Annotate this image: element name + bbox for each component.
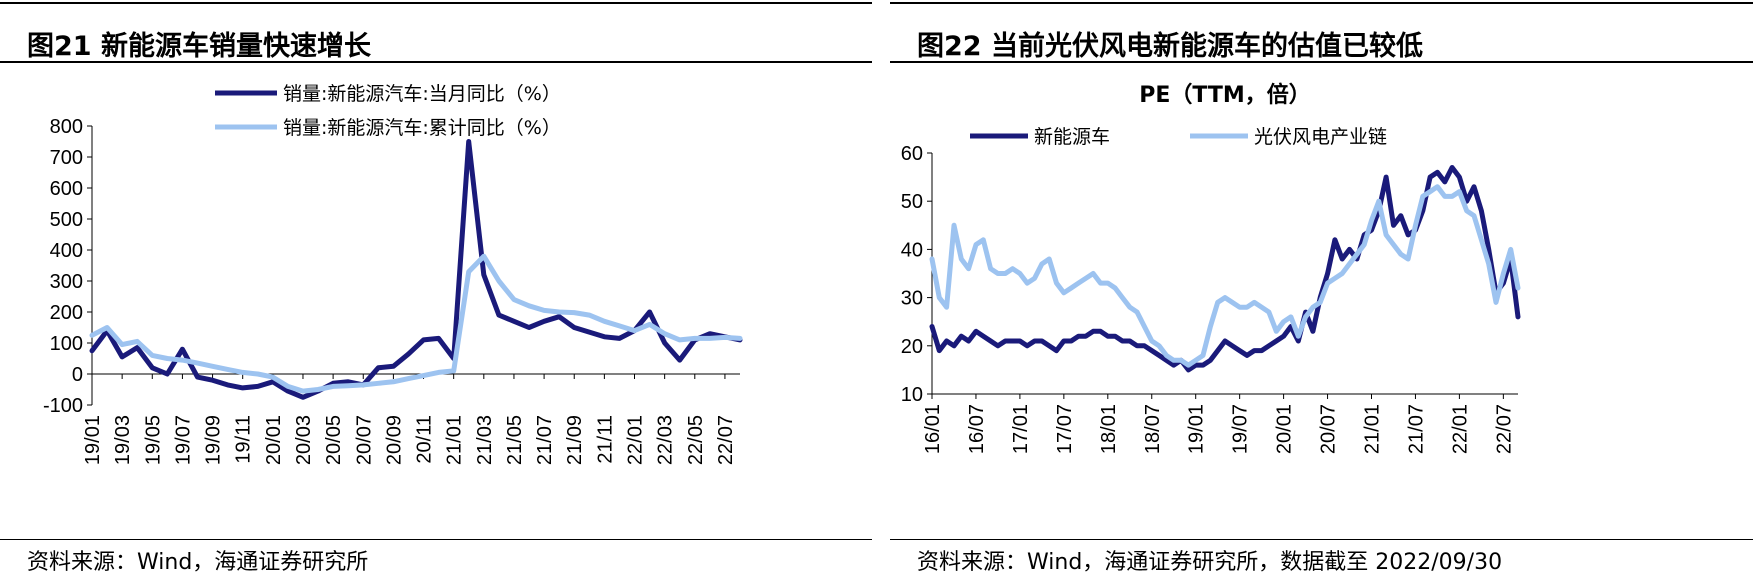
x-tick-label: 19/11 [233, 415, 255, 464]
y-tick-label: 60 [901, 143, 923, 165]
legend-label: 新能源车 [1034, 126, 1110, 148]
source-note: 资料来源：Wind，海通证券研究所，数据截至 2022/09/30 [917, 550, 1503, 575]
x-tick-label: 20/01 [263, 415, 285, 465]
left-chart-panel: 图21 新能源车销量快速增长 -100 0 100 200 300 400 500 600 70… [0, 0, 872, 587]
x-tick-label: 22/01 [1449, 404, 1471, 454]
footer-rule [0, 539, 872, 540]
y-tick-label: 40 [901, 239, 923, 261]
x-tick-label: 21/07 [1405, 404, 1427, 454]
y-tick-label: 30 [901, 288, 923, 310]
x-tick-label: 22/05 [685, 415, 707, 465]
x-tick-label: 22/07 [715, 415, 737, 465]
x-tick-label: 22/03 [655, 415, 677, 465]
y-tick-label: 50 [901, 191, 923, 213]
x-tick-label: 16/01 [922, 404, 944, 454]
x-tick-label: 20/03 [293, 415, 315, 465]
y-tick-label: 400 [50, 240, 83, 262]
x-tick-label: 17/07 [1054, 404, 1076, 454]
y-tick-label: 10 [901, 384, 923, 406]
y-tick-label: 500 [50, 209, 83, 231]
header-rule [0, 61, 872, 63]
series-line [929, 165, 1521, 373]
source-note: 资料来源：Wind，海通证券研究所 [27, 550, 369, 575]
x-tick-label: 20/11 [414, 415, 436, 464]
header-rule [890, 61, 1753, 63]
y-tick-label: 200 [50, 302, 83, 324]
x-tick-label: 20/09 [383, 415, 405, 465]
x-tick-label: 19/07 [172, 415, 194, 465]
x-tick-label: 18/01 [1098, 404, 1120, 454]
x-tick-label: 21/07 [534, 415, 556, 465]
series-line [89, 253, 743, 394]
x-tick-label: 22/07 [1493, 404, 1515, 454]
x-tick-label: 21/09 [564, 415, 586, 465]
x-tick-label: 18/07 [1142, 404, 1164, 454]
x-tick-label: 20/05 [323, 415, 345, 465]
panel-header: 图21 新能源车销量快速增长 [0, 4, 872, 62]
panel-header: 图22 当前光伏风电新能源车的估值已较低 [890, 4, 1753, 62]
pe-valuation-chart: PE（TTM，倍） 10 20 30 40 50 60 16/01 16/07 17/01 17/0… [901, 82, 1521, 454]
x-tick-label: 19/03 [112, 415, 134, 465]
y-tick-label: 600 [50, 178, 83, 200]
x-tick-label: 21/01 [444, 415, 466, 465]
x-tick-label: 19/09 [203, 415, 225, 465]
chart-title: PE（TTM，倍） [1139, 82, 1311, 108]
y-tick-label: 20 [901, 336, 923, 358]
x-tick-label: 20/07 [1318, 404, 1340, 454]
sales-growth-chart: -100 0 100 200 300 400 500 600 700 800 19/01 19/03 1… [43, 83, 743, 465]
x-tick-label: 17/01 [1010, 404, 1032, 454]
x-tick-label: 16/07 [966, 404, 988, 454]
y-tick-label: -100 [43, 395, 83, 417]
x-tick-label: 19/05 [142, 415, 164, 465]
y-tick-label: 800 [50, 116, 83, 138]
x-tick-label: 19/01 [1186, 404, 1208, 454]
x-tick-label: 19/07 [1230, 404, 1252, 454]
top-rule [0, 2, 872, 4]
x-tick-label: 20/01 [1274, 404, 1296, 454]
figure-title: 图22 当前光伏风电新能源车的估值已较低 [917, 31, 1423, 62]
x-tick-label: 20/07 [353, 415, 375, 465]
series-line [929, 184, 1521, 368]
x-tick-label: 21/05 [504, 415, 526, 465]
x-tick-label: 21/01 [1362, 404, 1384, 454]
x-tick-label: 21/11 [594, 415, 616, 464]
legend-label: 销量:新能源汽车:累计同比（%） [283, 117, 561, 139]
y-tick-label: 700 [50, 147, 83, 169]
x-tick-label: 19/01 [82, 415, 104, 465]
y-tick-label: 0 [72, 364, 83, 386]
right-chart-panel: 图22 当前光伏风电新能源车的估值已较低 PE（TTM，倍） 10 20 30 40 50… [890, 0, 1753, 587]
legend-label: 销量:新能源汽车:当月同比（%） [283, 83, 561, 105]
y-tick-label: 100 [50, 333, 83, 355]
footer-rule [890, 539, 1753, 540]
x-tick-label: 22/01 [625, 415, 647, 465]
x-tick-label: 21/03 [474, 415, 496, 465]
y-tick-label: 300 [50, 271, 83, 293]
figure-title: 图21 新能源车销量快速增长 [27, 31, 371, 62]
legend-label: 光伏风电产业链 [1254, 126, 1387, 148]
top-rule [890, 2, 1753, 4]
